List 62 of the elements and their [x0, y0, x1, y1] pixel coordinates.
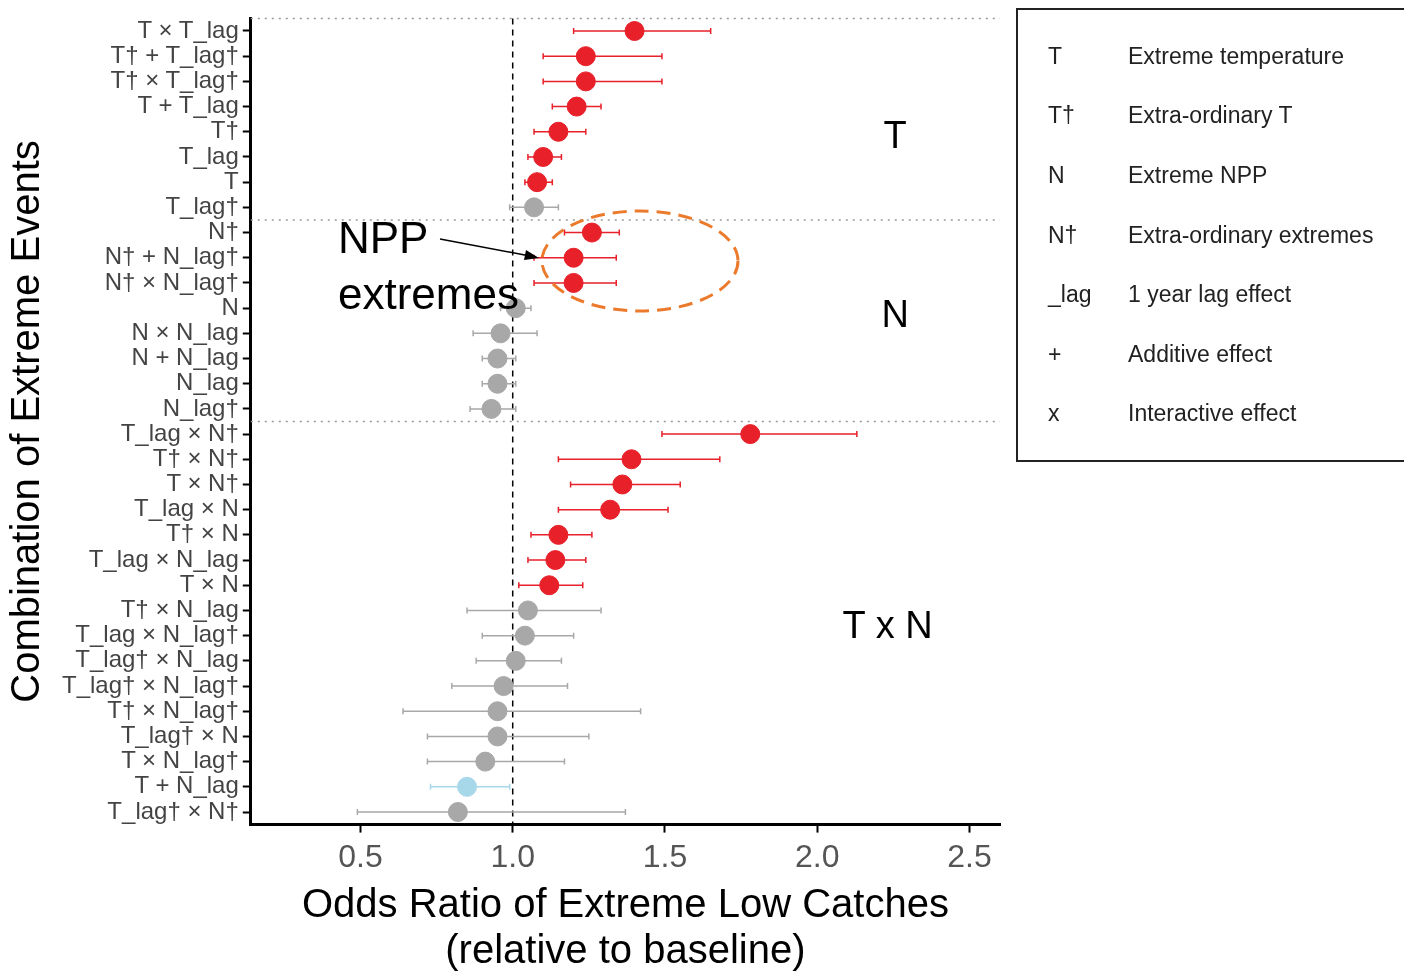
text: Interactive effect — [1128, 400, 1298, 428]
x-tick-label: 2.0 — [795, 837, 840, 874]
point — [600, 499, 621, 520]
point — [575, 46, 596, 67]
y-tick-label: N† + N_lag† — [104, 242, 239, 270]
y-tick-label: N × N_lag — [131, 317, 239, 345]
point — [563, 272, 584, 293]
text: Extra-ordinary T — [1128, 102, 1294, 130]
x-tick-label: 1.5 — [642, 837, 688, 874]
point — [566, 96, 587, 117]
text: x — [1048, 400, 1061, 428]
text: T† — [1048, 102, 1076, 130]
point — [487, 373, 508, 394]
point — [612, 474, 633, 495]
annotation: NPP extremes — [338, 212, 519, 320]
text: Extreme NPP — [1128, 161, 1269, 189]
y-tick-label: T† × N_lag — [120, 595, 239, 623]
point — [487, 348, 508, 369]
text: _lag — [1048, 281, 1093, 309]
y-tick-label: T_lag × N — [134, 494, 239, 522]
point — [624, 21, 645, 41]
point — [487, 726, 508, 747]
y-tick-label: T × N† — [166, 469, 239, 497]
y-axis-title: Combination of Extreme Events — [3, 140, 48, 703]
point — [581, 222, 602, 243]
point — [524, 197, 545, 218]
text: + — [1048, 340, 1063, 368]
point — [514, 625, 535, 646]
point — [481, 398, 502, 419]
point — [527, 172, 548, 193]
point — [575, 71, 596, 92]
point — [490, 323, 511, 344]
point — [533, 146, 554, 167]
x-tick-label: 1.0 — [490, 837, 535, 874]
point — [548, 121, 569, 142]
point — [548, 524, 569, 545]
annotation: N — [881, 293, 909, 336]
point — [621, 449, 642, 470]
y-tick-label: T_lag† — [165, 191, 239, 219]
text: Extreme temperature — [1128, 42, 1346, 70]
point — [545, 550, 566, 571]
point — [563, 247, 584, 268]
point — [517, 600, 538, 621]
point — [447, 802, 468, 822]
text: 1 year lag effect — [1128, 281, 1293, 309]
point — [539, 575, 560, 596]
text: T — [1048, 42, 1064, 70]
x-tick-label: 2.5 — [947, 837, 992, 874]
point — [740, 424, 761, 445]
point — [493, 676, 514, 697]
text: N — [1048, 161, 1066, 189]
point — [505, 650, 526, 671]
x-axis-title: Odds Ratio of Extreme Low Catches (relative to baseline) — [301, 881, 949, 972]
text: N† — [1048, 221, 1079, 249]
x-tick-label: 0.5 — [338, 837, 383, 874]
point — [475, 751, 496, 772]
text: Extra-ordinary extremes — [1128, 221, 1375, 249]
text: Additive effect — [1128, 340, 1274, 368]
annotation: T x N — [842, 603, 933, 646]
annotation: T — [883, 114, 907, 157]
point — [487, 701, 508, 722]
point — [457, 776, 478, 797]
